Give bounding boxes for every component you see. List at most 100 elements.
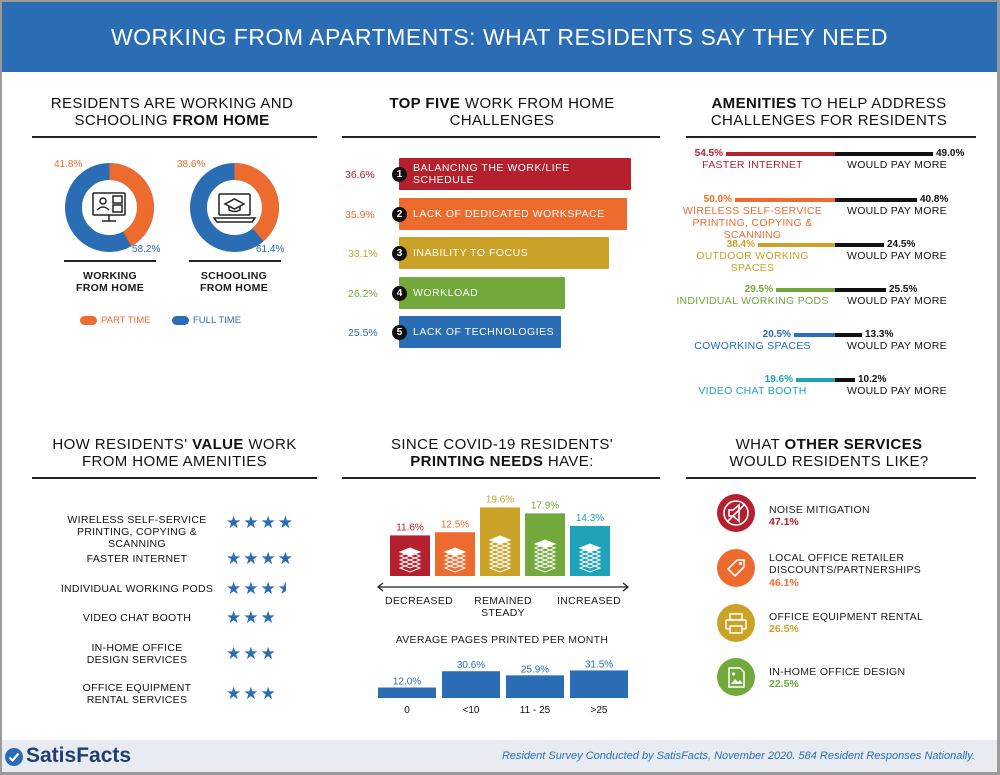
amenity-name: VIDEO CHAT BOOTH (698, 385, 807, 397)
rank-badge: 2 (392, 206, 407, 222)
challenge-label: WORKLOAD (413, 287, 479, 299)
survey-note: Resident Survey Conducted by SatisFacts,… (501, 750, 975, 762)
challenge-pct: 35.9% (345, 209, 375, 221)
paper-stack-icon (443, 547, 467, 573)
challenge-label: INABILITY TO FOCUS (413, 247, 529, 259)
amenity-pay-more-bar (835, 333, 862, 337)
amenity-need-bar (796, 378, 835, 382)
service-name: LOCAL OFFICE RETAILER DISCOUNTS/PARTNERSH… (769, 552, 922, 576)
muted-speaker-icon (723, 500, 749, 526)
pages-bar (570, 670, 628, 698)
amenity-need-pct: 19.6% (764, 374, 793, 385)
schooling-part-time-pct: 38.6% (177, 159, 206, 170)
pages-bar (442, 671, 500, 698)
printing-needs-chart: 11.6% 12.5% 19.6% 17.9% 14.3% (390, 494, 610, 576)
star-rating: ★★★★ (226, 549, 295, 568)
paper-stack-icon (398, 547, 422, 573)
page-title: WORKING FROM APARTMENTS: WHAT RESIDENTS … (110, 23, 889, 50)
working-section-title: RESIDENTS ARE WORKING AND SCHOOLING FROM… (50, 95, 294, 129)
printer-icon (725, 613, 747, 634)
working-caption: WORKING FROM HOME (75, 270, 145, 294)
working-full-time-pct: 58.2% (132, 244, 161, 255)
value-item-label: VIDEO CHAT BOOTH (82, 612, 192, 624)
star-rating: ★★★ (226, 684, 278, 703)
working-part-time-pct: 41.8% (54, 159, 83, 170)
service-pct: 26.5% (769, 623, 799, 635)
schooling-full-time-pct: 61.4% (256, 244, 285, 255)
star-rating: ★★★★ (226, 580, 286, 597)
amenity-need-pct: 54.5% (694, 148, 723, 159)
pages-category-label: >25 (591, 705, 608, 716)
value-section-title: HOW RESIDENTS' VALUE WORK FROM HOME AMEN… (52, 436, 297, 470)
pages-bar-label: 12.0% (393, 677, 421, 688)
printing-bar-label: 11.6% (396, 522, 424, 533)
divider (189, 260, 281, 262)
printing-axis (376, 582, 630, 592)
amenity-pay-more-bar (835, 152, 933, 156)
amenity-need-bar (776, 288, 835, 292)
challenges-section-title: TOP FIVE WORK FROM HOME CHALLENGES (389, 95, 615, 129)
part-time-legend-label: PART TIME (101, 315, 151, 326)
paper-stack-icon (578, 543, 602, 573)
service-pct: 46.1% (769, 577, 799, 589)
picture-frame-icon (728, 667, 745, 688)
paper-stack-icon (488, 535, 512, 573)
service-pct: 22.5% (769, 678, 799, 690)
would-pay-more-label: WOULD PAY MORE (847, 295, 947, 307)
amenity-pay-more-pct: 10.2% (858, 374, 887, 385)
star-rating: ★★★ (226, 644, 278, 663)
amenity-need-bar (735, 198, 835, 202)
checkmark-badge-icon (5, 748, 23, 766)
service-icon-badge (717, 494, 755, 532)
star-rating: ★★★ (226, 608, 278, 627)
amenity-pay-more-pct: 40.8% (920, 194, 949, 205)
challenge-label: BALANCING THE WORK/LIFE SCHEDULE (413, 162, 570, 186)
challenge-pct: 25.5% (348, 327, 378, 339)
value-item-label: IN-HOME OFFICE DESIGN SERVICES (86, 642, 188, 666)
would-pay-more-label: WOULD PAY MORE (847, 159, 947, 171)
amenity-name: FASTER INTERNET (702, 159, 803, 171)
value-item-label: OFFICE EQUIPMENT RENTAL SERVICES (82, 682, 192, 706)
amenity-need-pct: 50.0% (703, 194, 732, 205)
part-time-legend-swatch (80, 316, 97, 325)
video-call-icon (92, 192, 126, 222)
axis-label-decreased: DECREASED (385, 595, 454, 607)
axis-label-steady: REMAINED STEADY (474, 595, 532, 619)
value-item-label: INDIVIDUAL WORKING PODS (60, 583, 214, 595)
printing-bar-label: 12.5% (441, 519, 469, 530)
amenity-name: OUTDOOR WORKING SPACES (696, 250, 809, 274)
challenge-bar: 1 BALANCING THE WORK/LIFE SCHEDULE (392, 158, 631, 190)
would-pay-more-label: WOULD PAY MORE (847, 385, 947, 397)
amenity-name: INDIVIDUAL WORKING PODS (676, 295, 829, 307)
divider (64, 260, 156, 262)
part-time-arc (190, 163, 279, 252)
challenge-pct: 36.6% (345, 169, 375, 181)
pages-category-label: 0 (404, 705, 410, 716)
rank-badge: 1 (392, 166, 407, 182)
title-banner: WORKING FROM APARTMENTS: WHAT RESIDENTS … (2, 2, 997, 72)
pages-bar (506, 675, 564, 698)
value-item-label: FASTER INTERNET (86, 553, 188, 565)
service-icon-badge (717, 549, 755, 587)
challenge-label: LACK OF DEDICATED WORKSPACE (413, 208, 605, 220)
full-time-legend-label: FULL TIME (193, 315, 242, 326)
pages-printed-chart: 12.0% 0 30.6% <10 25.9% 11 - 25 31.5% >25 (378, 659, 628, 716)
amenity-need-bar (726, 152, 835, 156)
rank-badge: 3 (392, 245, 407, 261)
amenity-pay-more-bar (835, 288, 886, 292)
printing-bar-label: 19.6% (486, 494, 514, 505)
amenity-pay-more-pct: 24.5% (887, 239, 916, 250)
amenity-name: COWORKING SPACES (694, 340, 811, 352)
amenity-need-pct: 38.4% (726, 239, 755, 250)
full-time-legend-swatch (172, 316, 189, 325)
challenge-bar: 2 LACK OF DEDICATED WORKSPACE (392, 198, 627, 230)
amenity-pay-more-pct: 25.5% (889, 284, 918, 295)
divider (686, 136, 976, 138)
amenity-pay-more-pct: 49.0% (936, 148, 965, 159)
divider (32, 136, 317, 138)
pages-bar-label: 30.6% (457, 660, 485, 671)
price-tag-icon (726, 559, 745, 578)
divider (342, 136, 660, 138)
amenity-pay-more-pct: 13.3% (865, 329, 894, 340)
schooling-donut-chart (190, 163, 279, 252)
